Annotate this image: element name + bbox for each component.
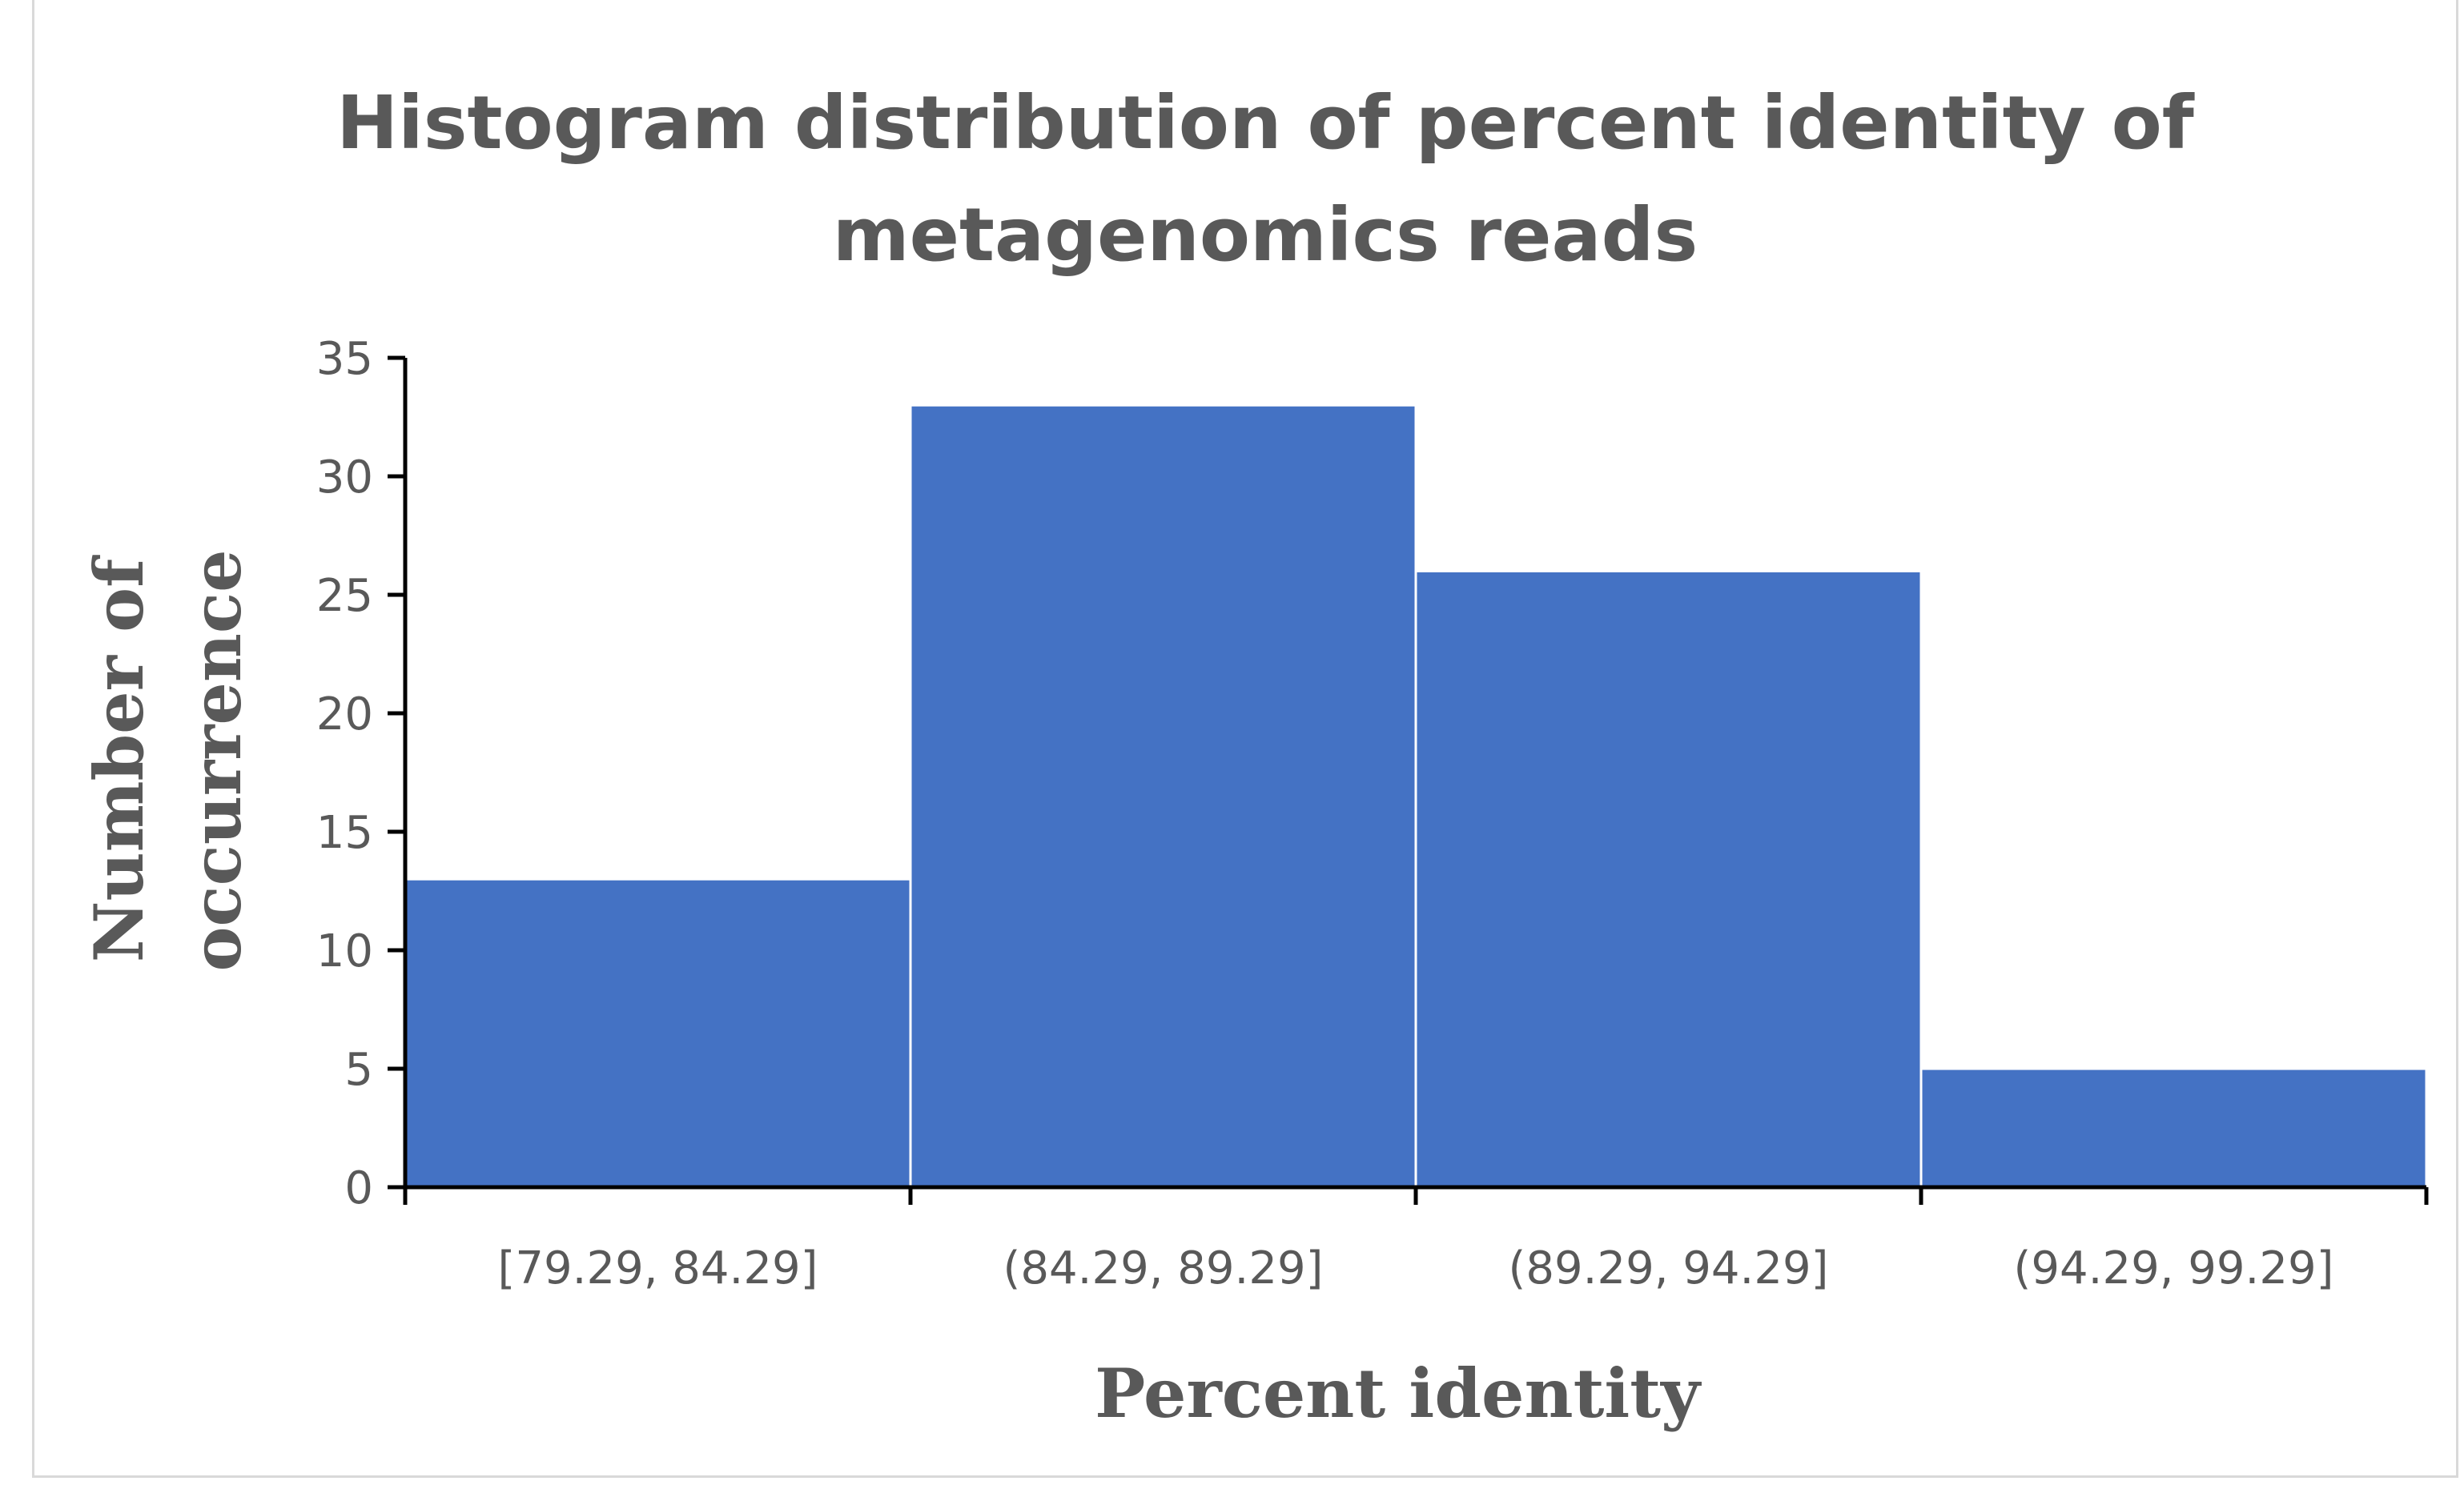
x-tick-label: (94.29, 99.29] <box>2014 1242 2334 1294</box>
y-tick-label: 5 <box>344 1044 373 1096</box>
bar-3 <box>1414 569 1923 1189</box>
axes <box>388 355 2429 1205</box>
y-tick-label: 20 <box>316 688 373 740</box>
y-tick-label: 10 <box>316 925 373 977</box>
x-tick-labels: [79.29, 84.29] (84.29, 89.29] (89.29, 94.2… <box>498 1242 2334 1294</box>
bar-4 <box>1919 1067 2428 1189</box>
y-axis-title-line-1: Number of <box>79 555 159 962</box>
y-axis-title: Number of occurrence <box>79 549 256 971</box>
bar-1 <box>404 877 912 1189</box>
y-tick-label: 25 <box>316 570 373 622</box>
y-tick-label: 15 <box>316 807 373 859</box>
chart-title-line-1: Histogram distribution of percent identi… <box>336 80 2195 166</box>
y-axis-title-line-2: occurrence <box>177 549 256 971</box>
y-tick-labels: 0 5 10 15 20 25 30 35 <box>316 333 373 1214</box>
bar-2 <box>909 403 1417 1189</box>
y-tick-label: 0 <box>344 1162 373 1214</box>
y-tick-label: 30 <box>316 452 373 504</box>
x-tick-label: [79.29, 84.29] <box>498 1242 818 1294</box>
chart-title-line-2: metagenomics reads <box>833 192 1698 278</box>
x-tick-label: (89.29, 94.29] <box>1509 1242 1829 1294</box>
chart-title: Histogram distribution of percent identi… <box>336 80 2195 278</box>
x-tick-label: (84.29, 89.29] <box>1003 1242 1324 1294</box>
x-axis-title: Percent identity <box>1095 1354 1702 1433</box>
y-tick-label: 35 <box>316 333 373 385</box>
bar-series <box>404 403 2428 1189</box>
